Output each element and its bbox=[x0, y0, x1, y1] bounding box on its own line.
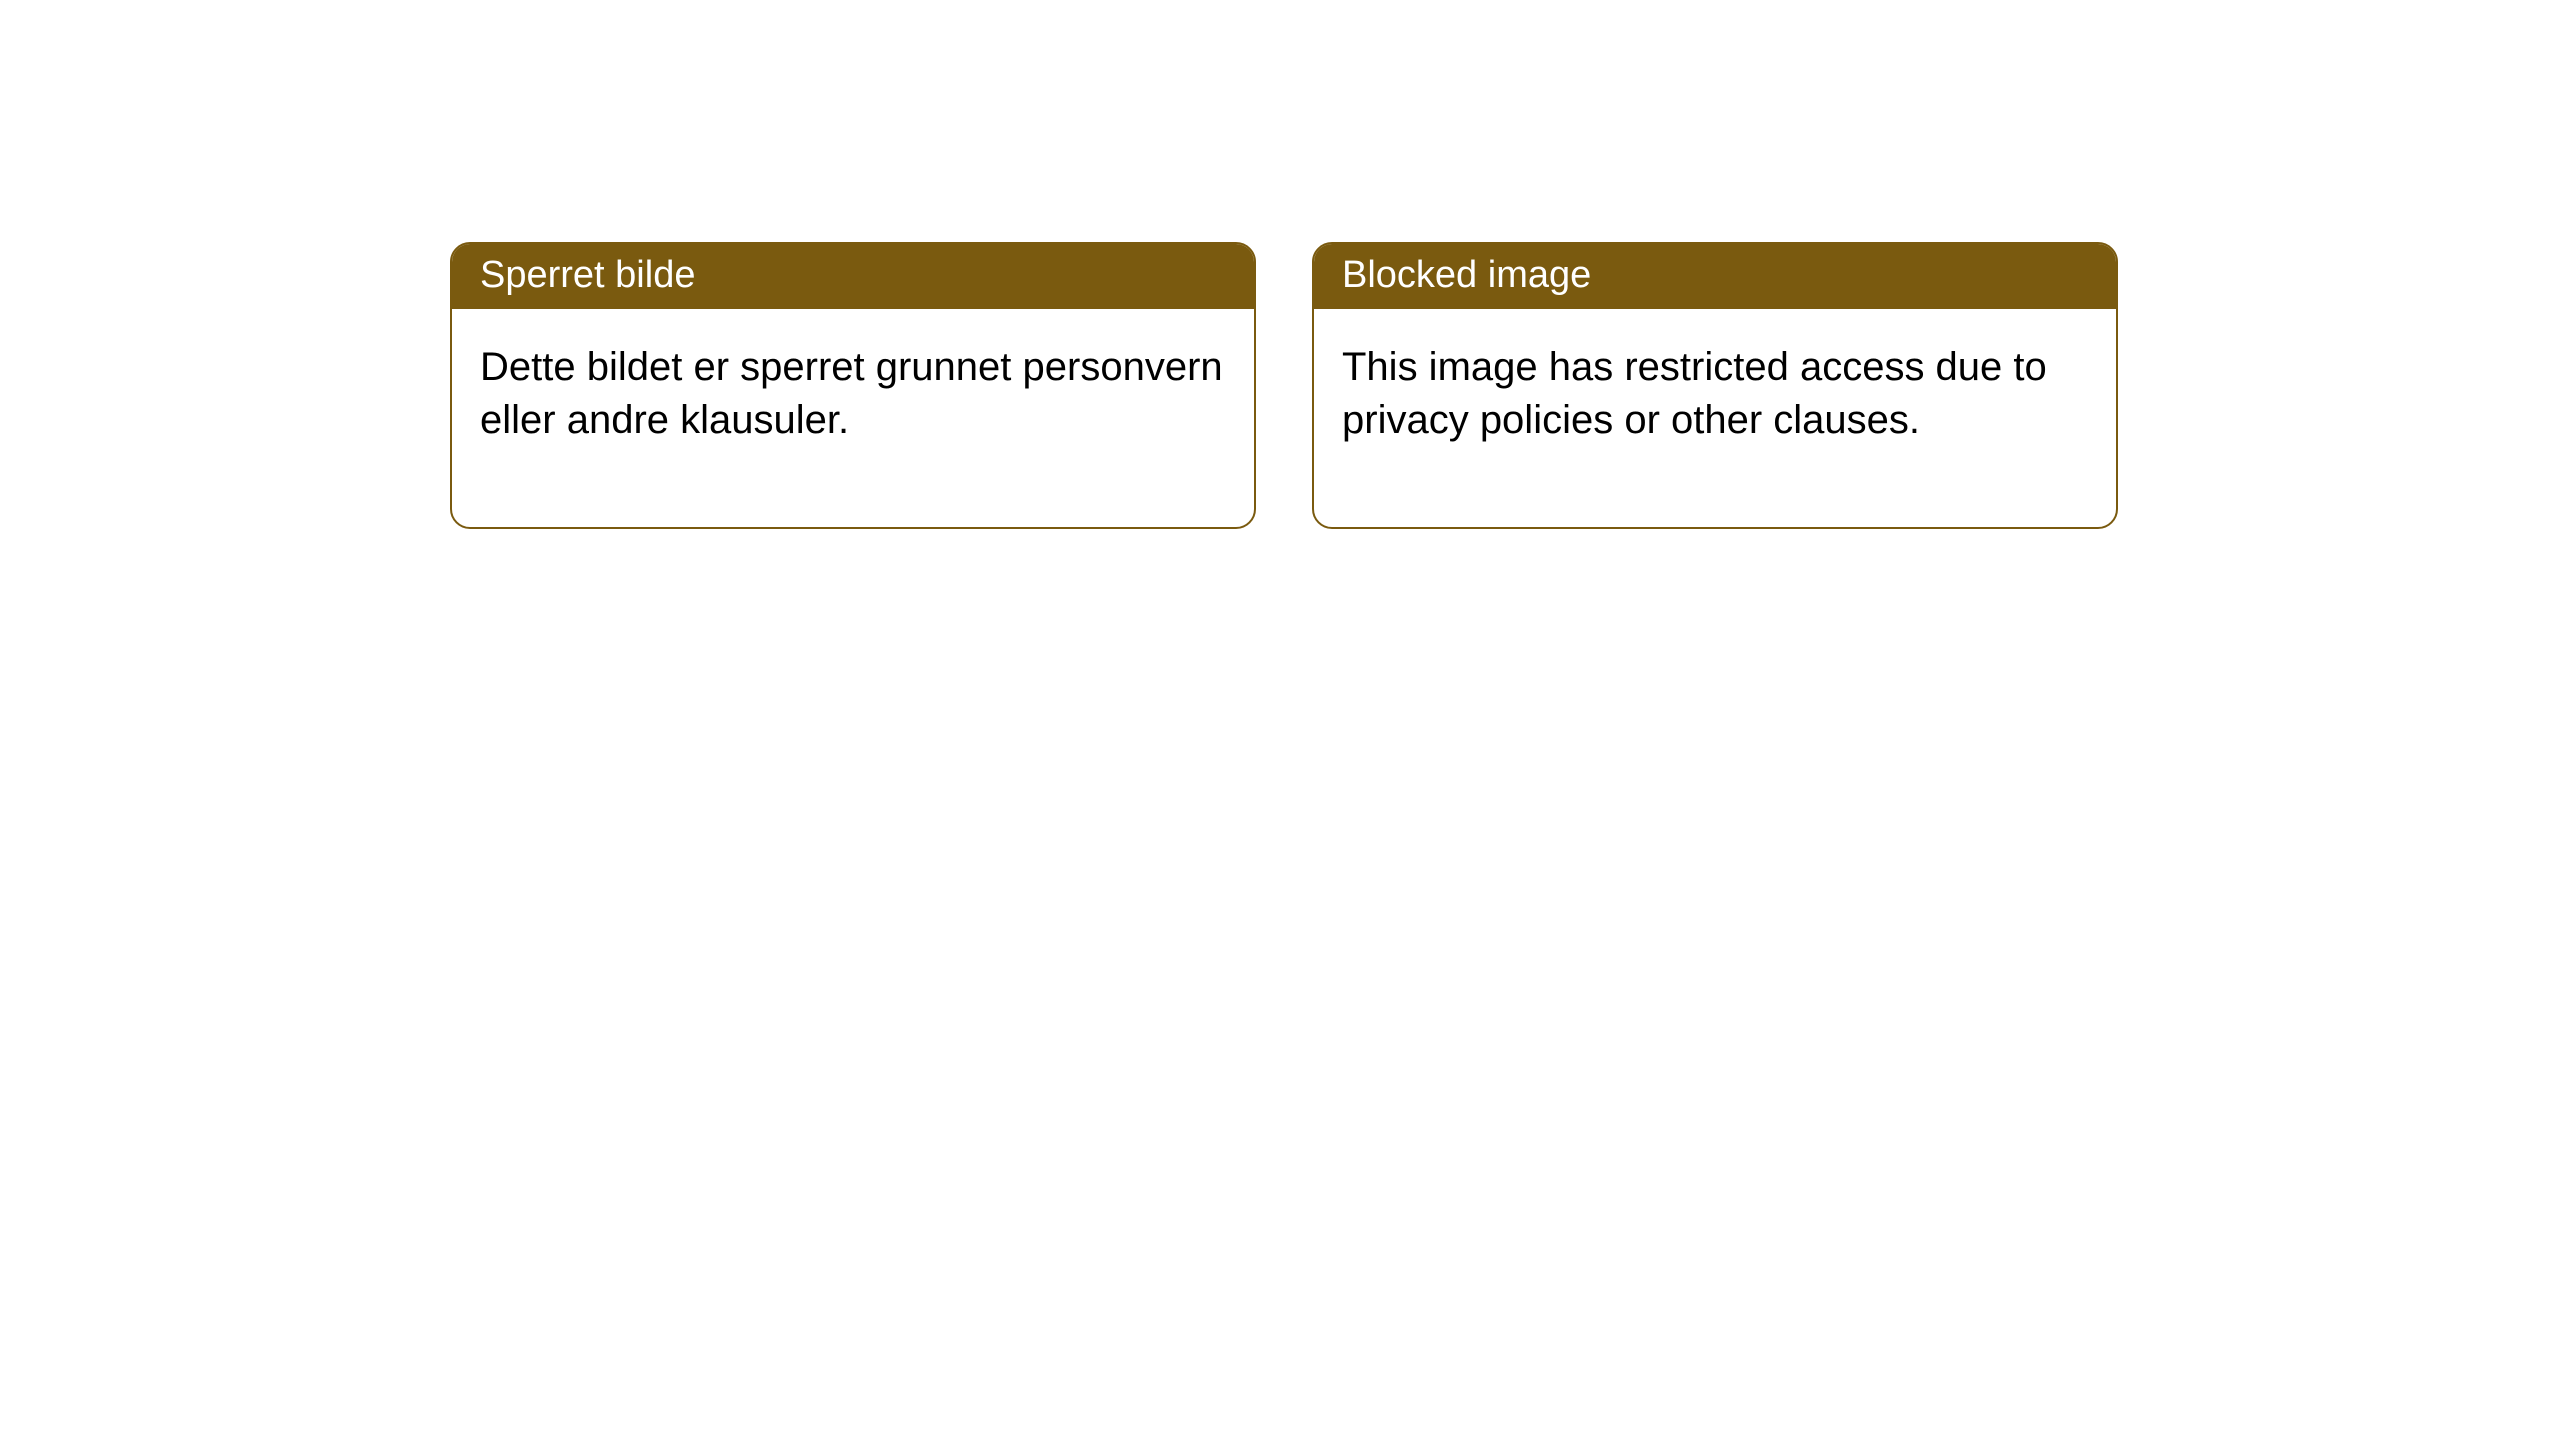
notice-box-english: Blocked image This image has restricted … bbox=[1312, 242, 2118, 529]
notice-container: Sperret bilde Dette bildet er sperret gr… bbox=[0, 0, 2560, 529]
notice-body-english: This image has restricted access due to … bbox=[1314, 309, 2116, 527]
notice-title-norwegian: Sperret bilde bbox=[452, 244, 1254, 309]
notice-box-norwegian: Sperret bilde Dette bildet er sperret gr… bbox=[450, 242, 1256, 529]
notice-body-norwegian: Dette bildet er sperret grunnet personve… bbox=[452, 309, 1254, 527]
notice-title-english: Blocked image bbox=[1314, 244, 2116, 309]
